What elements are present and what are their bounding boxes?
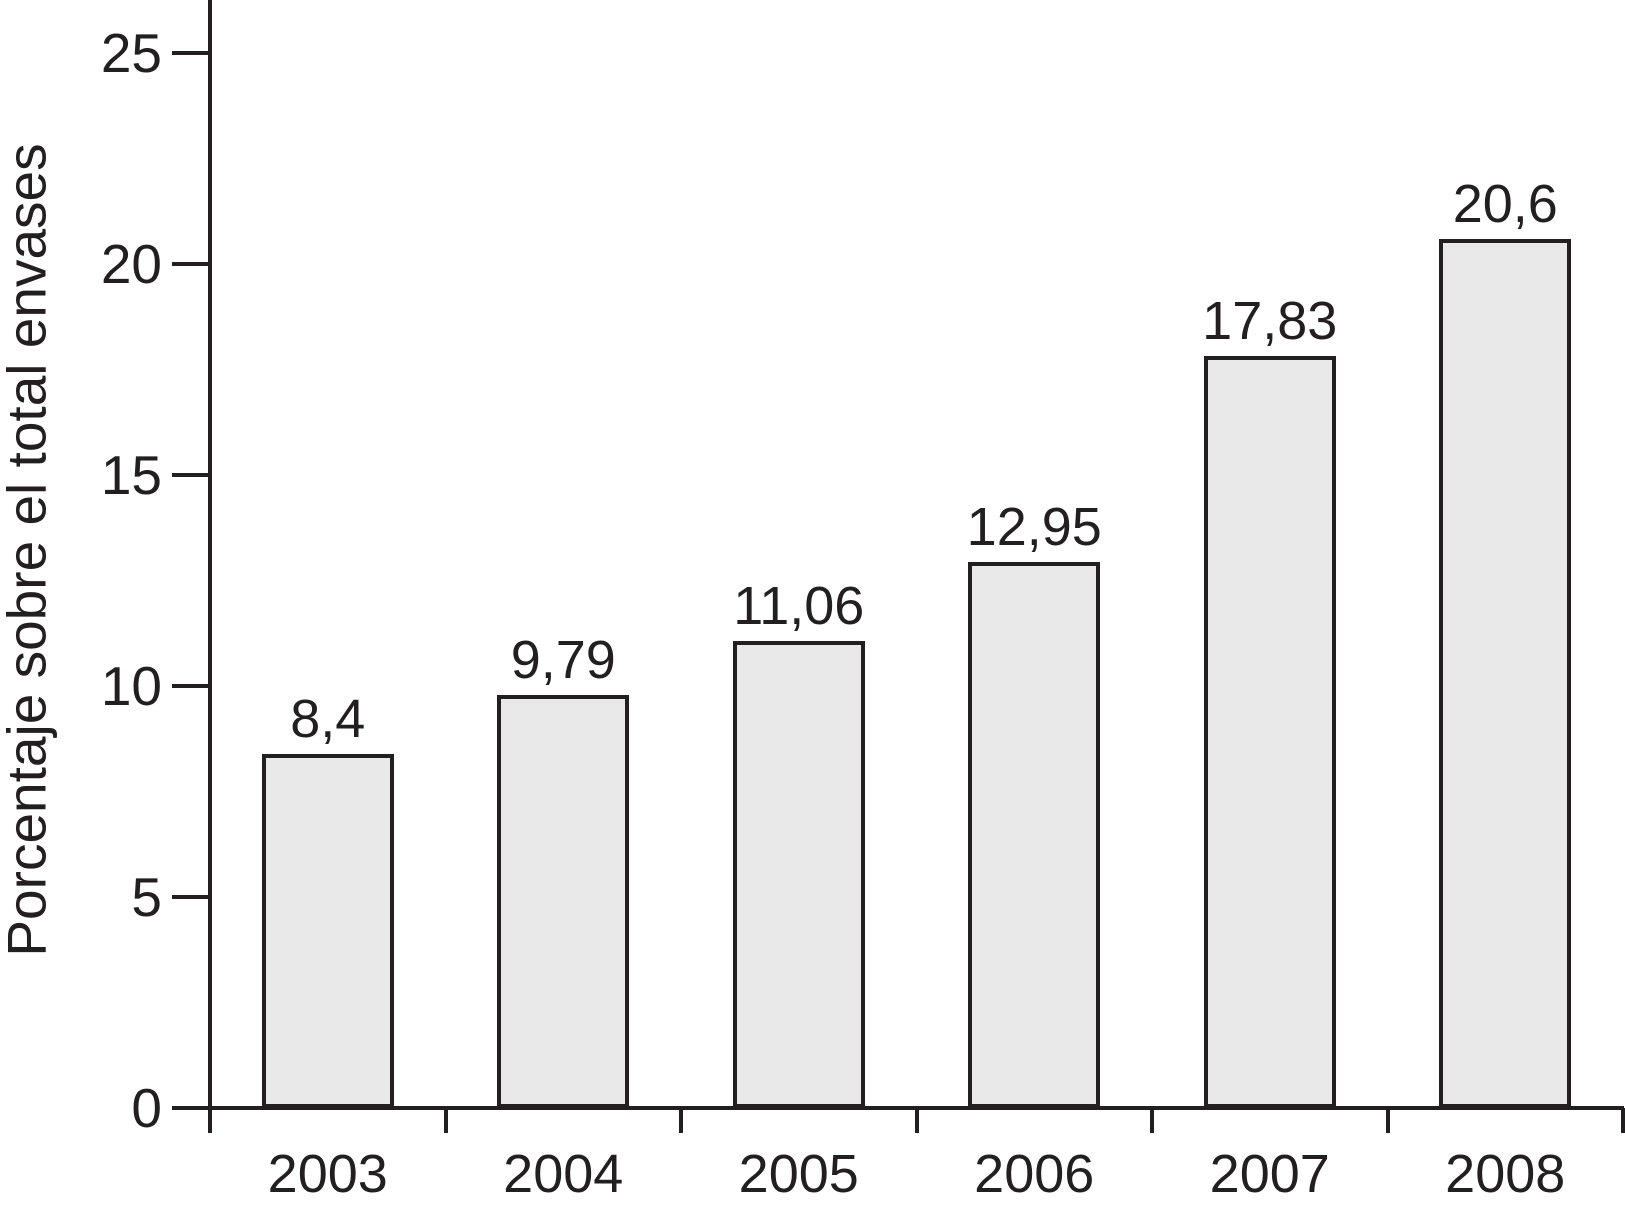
y-tick: [172, 1106, 210, 1110]
y-tick-label: 25: [100, 22, 162, 84]
bar: [497, 694, 630, 1108]
x-tick: [208, 1108, 212, 1133]
y-tick-label: 10: [100, 655, 162, 717]
bar: [1439, 238, 1572, 1108]
bar: [968, 561, 1101, 1108]
x-tick: [1150, 1108, 1154, 1133]
x-tick: [1621, 1108, 1625, 1133]
x-tick: [914, 1108, 919, 1133]
y-tick-label: 15: [100, 444, 162, 506]
bar-value-label: 12,95: [966, 496, 1102, 557]
x-tick: [443, 1108, 448, 1133]
x-tick: [679, 1108, 683, 1133]
bar: [261, 753, 394, 1108]
x-category-label: 2007: [1209, 1144, 1330, 1204]
x-axis-line: [172, 1106, 1624, 1110]
x-category-label: 2008: [1445, 1144, 1566, 1204]
y-tick: [172, 473, 210, 477]
bar-value-label: 8,4: [290, 688, 366, 749]
x-category-label: 2004: [503, 1144, 624, 1204]
y-tick: [172, 895, 210, 899]
y-tick: [172, 684, 210, 688]
bar: [1203, 355, 1336, 1108]
x-category-label: 2005: [738, 1144, 859, 1204]
bar: [732, 641, 865, 1108]
x-category-label: 2003: [267, 1144, 388, 1204]
x-category-label: 2006: [974, 1144, 1095, 1204]
y-tick-label: 5: [131, 866, 162, 928]
x-tick: [1385, 1108, 1390, 1133]
y-tick: [172, 51, 210, 55]
y-tick-label: 20: [100, 233, 162, 295]
bar-value-label: 20,6: [1452, 173, 1558, 234]
y-tick: [172, 262, 210, 266]
bar-value-label: 17,83: [1202, 290, 1338, 351]
y-tick-label: 0: [131, 1077, 162, 1139]
bar-value-label: 11,06: [733, 576, 865, 637]
bar-value-label: 9,79: [510, 629, 616, 690]
y-axis-line: [208, 0, 212, 1133]
